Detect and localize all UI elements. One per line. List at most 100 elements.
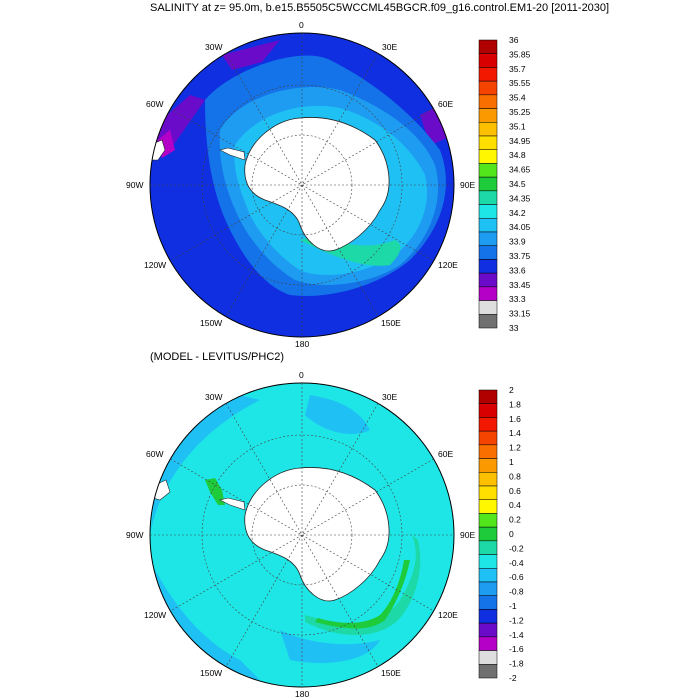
top-colorbar-tick-label: 35.55 bbox=[509, 78, 531, 88]
top-colorbar-tick-label: 34.8 bbox=[509, 150, 526, 160]
bottom-lon-label-90e: 90E bbox=[460, 530, 476, 540]
top-polar-map bbox=[149, 32, 455, 338]
bottom-colorbar-swatch bbox=[478, 581, 498, 596]
top-colorbar-swatch bbox=[478, 135, 498, 150]
top-colorbar-tick-label: 34.05 bbox=[509, 222, 531, 232]
bottom-colorbar-swatch bbox=[478, 430, 498, 446]
bottom-antarctic-peninsula bbox=[219, 497, 246, 511]
top-colorbar-tick-label: 33.3 bbox=[509, 294, 526, 304]
top-lon-label-60e: 60E bbox=[438, 99, 454, 109]
bottom-colorbar-swatch bbox=[478, 444, 498, 459]
bottom-colorbar-swatch bbox=[478, 664, 498, 679]
top-map-graticule bbox=[150, 33, 454, 337]
top-colorbar-tick-label: 34.2 bbox=[509, 208, 526, 218]
top-colorbar-tick-label: 33 bbox=[509, 323, 519, 333]
top-colorbar-swatch bbox=[478, 204, 498, 219]
bottom-colorbar-swatch bbox=[478, 540, 498, 555]
top-lon-label-90e: 90E bbox=[460, 180, 476, 190]
bottom-colorbar-swatch bbox=[478, 472, 498, 487]
top-colorbar: 36 35.85 35.7 35.55 35.4 35.25 35.1 34.95 34.8 34… bbox=[478, 35, 531, 333]
bottom-antarctica-landmass bbox=[244, 467, 390, 602]
top-colorbar-tick-label: 36 bbox=[509, 35, 519, 45]
top-colorbar-tick-label: 35.4 bbox=[509, 93, 526, 103]
bottom-colorbar-tick-label: -0.6 bbox=[509, 572, 524, 582]
bottom-colorbar-tick-label: -2 bbox=[509, 673, 517, 683]
top-low-salinity-region bbox=[222, 40, 280, 70]
bottom-polar-map bbox=[149, 382, 455, 688]
bottom-colorbar-tick-label: -1.4 bbox=[509, 630, 524, 640]
bottom-lon-label-180: 180 bbox=[295, 689, 310, 699]
bottom-lon-label-60w: 60W bbox=[146, 449, 164, 459]
subtitle: (MODEL - LEVITUS/PHC2) bbox=[150, 351, 285, 363]
top-colorbar-swatch bbox=[478, 272, 498, 288]
top-lon-label-150w: 150W bbox=[200, 318, 223, 328]
top-colorbar-tick-label: 33.75 bbox=[509, 251, 531, 261]
top-colorbar-tick-label: 34.65 bbox=[509, 165, 531, 175]
bottom-colorbar: 2 1.8 1.6 1.4 1.2 1 0.8 0.6 0.4 0.2 0 -0.2 -0.4 -0.6 -… bbox=[478, 385, 524, 683]
top-colorbar-tick-label: 33.15 bbox=[509, 309, 531, 319]
top-colorbar-swatch bbox=[478, 314, 498, 329]
bottom-lon-label-30e: 30E bbox=[382, 392, 398, 402]
top-colorbar-tick-label: 34.5 bbox=[509, 179, 526, 189]
top-colorbar-swatch bbox=[478, 108, 498, 123]
bottom-lon-label-150w: 150W bbox=[200, 668, 223, 678]
bottom-lon-label-150e: 150E bbox=[381, 668, 401, 678]
top-lon-label-30w: 30W bbox=[205, 42, 223, 52]
bottom-colorbar-tick-label: 0.8 bbox=[509, 471, 521, 481]
bottom-colorbar-tick-label: 2 bbox=[509, 385, 514, 395]
bottom-colorbar-swatch bbox=[478, 650, 498, 665]
top-colorbar-swatch bbox=[478, 286, 498, 301]
bottom-colorbar-swatch bbox=[478, 499, 498, 514]
bottom-colorbar-tick-label: 1 bbox=[509, 457, 514, 467]
bottom-colorbar-tick-label: 0.6 bbox=[509, 486, 521, 496]
bottom-colorbar-tick-label: -0.2 bbox=[509, 543, 524, 553]
top-lon-label-120w: 120W bbox=[144, 260, 167, 270]
top-colorbar-swatch bbox=[478, 80, 498, 96]
top-colorbar-swatch bbox=[478, 149, 498, 164]
top-lon-label-180: 180 bbox=[295, 339, 310, 349]
bottom-colorbar-swatch bbox=[478, 609, 498, 624]
bottom-colorbar-tick-label: -0.4 bbox=[509, 558, 524, 568]
top-colorbar-tick-label: 33.9 bbox=[509, 237, 526, 247]
bottom-lon-label-120w: 120W bbox=[144, 610, 167, 620]
bottom-negative-anomaly-region bbox=[280, 630, 380, 664]
bottom-negative-anomaly-region bbox=[305, 395, 370, 435]
top-colorbar-swatch bbox=[478, 218, 498, 233]
top-colorbar-swatch bbox=[478, 245, 498, 260]
top-lon-label-60w: 60W bbox=[146, 99, 164, 109]
top-antarctic-peninsula bbox=[219, 147, 246, 161]
bottom-positive-anomaly-core bbox=[315, 560, 410, 629]
top-colorbar-swatch bbox=[478, 190, 498, 205]
top-lon-label-120e: 120E bbox=[438, 260, 458, 270]
bottom-colorbar-swatch bbox=[478, 485, 498, 500]
top-colorbar-swatch bbox=[478, 94, 498, 109]
bottom-colorbar-swatch bbox=[478, 636, 498, 651]
bottom-colorbar-tick-label: 0.2 bbox=[509, 515, 521, 525]
bottom-lon-label-120e: 120E bbox=[438, 610, 458, 620]
bottom-colorbar-tick-label: 0.4 bbox=[509, 500, 521, 510]
bottom-lon-label-30w: 30W bbox=[205, 392, 223, 402]
bottom-colorbar-tick-label: 1.8 bbox=[509, 399, 521, 409]
bottom-colorbar-swatch bbox=[478, 568, 498, 583]
top-colorbar-tick-label: 33.45 bbox=[509, 280, 531, 290]
top-colorbar-swatch bbox=[478, 300, 498, 315]
top-colorbar-tick-label: 33.6 bbox=[509, 265, 526, 275]
bottom-colorbar-tick-label: 1.4 bbox=[509, 428, 521, 438]
top-colorbar-swatch bbox=[478, 53, 498, 68]
top-antarctica-landmass bbox=[244, 117, 390, 252]
bottom-colorbar-tick-label: -1.6 bbox=[509, 644, 524, 654]
bottom-colorbar-swatch bbox=[478, 417, 498, 432]
bottom-colorbar-tick-label: 1.6 bbox=[509, 414, 521, 424]
page-title: SALINITY at z= 95.0m, b.e15.B5505C5WCCML… bbox=[150, 2, 610, 14]
top-colorbar-tick-label: 34.95 bbox=[509, 136, 531, 146]
top-colorbar-tick-label: 35.1 bbox=[509, 121, 526, 131]
top-lon-label-90w: 90W bbox=[126, 180, 144, 190]
top-lon-label-0: 0 bbox=[299, 20, 304, 30]
bottom-colorbar-swatch bbox=[478, 389, 498, 404]
bottom-colorbar-swatch bbox=[478, 458, 498, 473]
top-colorbar-swatch bbox=[478, 67, 498, 82]
top-colorbar-tick-label: 35.25 bbox=[509, 107, 531, 117]
bottom-colorbar-tick-label: -1.8 bbox=[509, 659, 524, 669]
top-colorbar-swatch bbox=[478, 176, 498, 192]
